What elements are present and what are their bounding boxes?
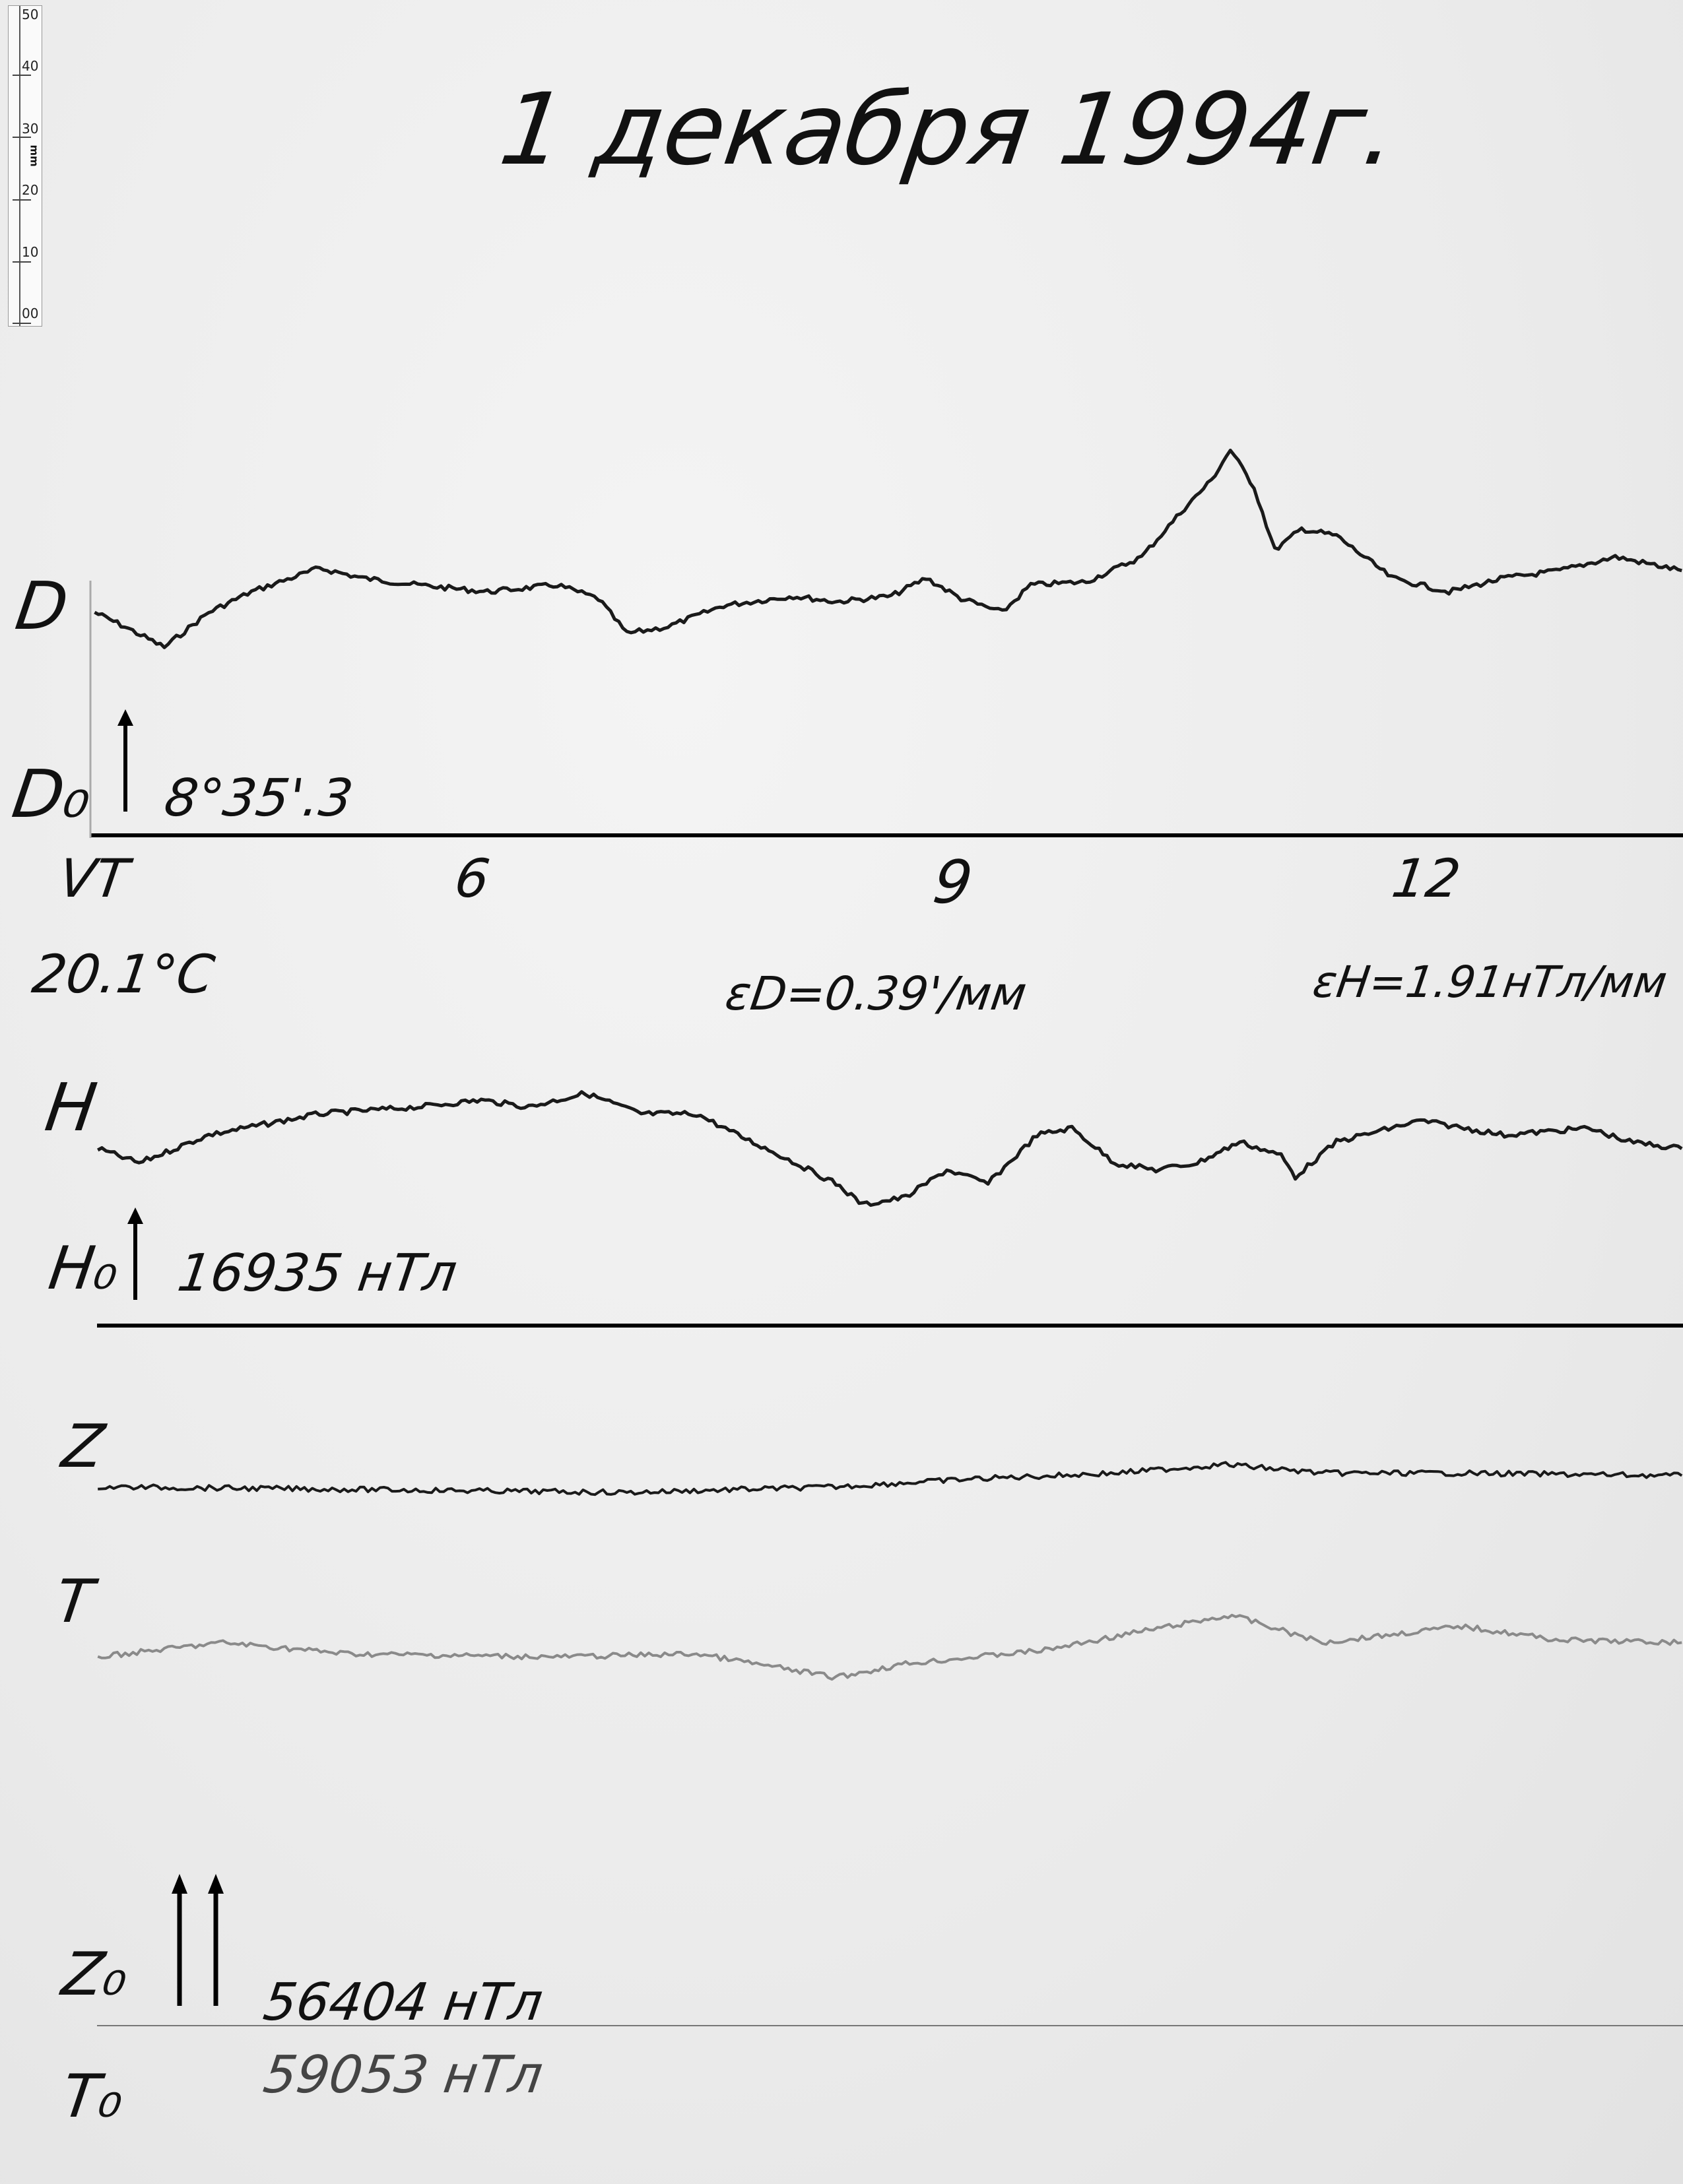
temperature-label: 20.1°C (28, 944, 218, 1005)
ruler-label: 20 (22, 182, 39, 198)
ruler-label: 10 (22, 244, 39, 260)
h0-value: 16935 нТл (174, 1244, 461, 1303)
d-label: D (11, 567, 73, 645)
h0-label: H₀ (44, 1234, 123, 1303)
ruler-label: 00 (22, 305, 39, 321)
ruler-tick (13, 323, 31, 324)
ruler-label: 50 (22, 7, 39, 22)
h0-arrow-icon (127, 1207, 143, 1300)
x-tick-label: 12 (1388, 848, 1465, 909)
z0-arrow-icon (172, 1874, 187, 2006)
z0-value: 56404 нТл (259, 1973, 546, 2032)
t0-value: 59053 нТл (259, 2045, 546, 2105)
t0-arrow-icon (208, 1874, 224, 2006)
t0-label: T₀ (57, 2062, 128, 2131)
mm-ruler: 50 40 30 mm 20 10 00 (8, 5, 42, 327)
d0-value: 8°35'.3 (160, 769, 357, 828)
ruler-tick (13, 75, 31, 76)
scale-value-d: εD=0.39'/мм (722, 967, 1030, 1021)
scale-value-h: εH=1.91нТл/мм (1309, 957, 1670, 1008)
d0-label: D₀ (7, 755, 96, 833)
ruler-tick (13, 199, 31, 201)
ruler-label: 30 (22, 121, 39, 137)
ruler-tick (13, 261, 31, 263)
ruler-tick (13, 137, 31, 138)
trace-h (96, 1090, 1683, 1207)
z0-label: Z₀ (57, 1940, 133, 2009)
trace-t (97, 1613, 1682, 1681)
d0-arrow-icon (117, 709, 133, 812)
time-zone-label: VT (55, 848, 133, 909)
ruler-label: 40 (22, 58, 39, 74)
ruler-line (19, 6, 20, 326)
trace-z (98, 1461, 1683, 1496)
trace-d (94, 449, 1682, 649)
